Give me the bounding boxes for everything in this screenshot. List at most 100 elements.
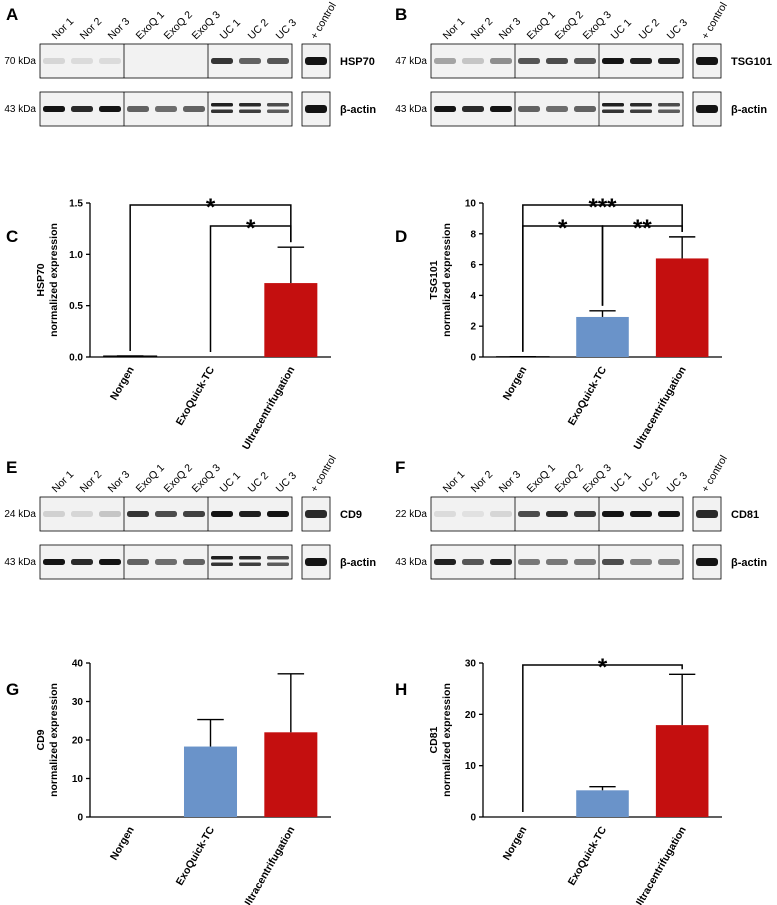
x-category-label: Norgen: [501, 365, 530, 403]
band: [658, 58, 680, 64]
band: [127, 559, 149, 565]
significance-label: **: [633, 215, 652, 242]
band: [434, 106, 456, 112]
band: [239, 109, 261, 113]
band: [211, 556, 233, 560]
x-category-label: Ultracentrifugation: [240, 365, 297, 452]
y-tick-label: 4: [470, 291, 476, 302]
y-tick-label: 20: [465, 710, 477, 721]
band: [602, 58, 624, 64]
lane-label: UC 2: [246, 17, 272, 43]
lane-label: ExoQ 3: [581, 462, 614, 495]
band: [546, 106, 568, 112]
kda-label: 43 kDa: [395, 557, 427, 568]
band: [518, 511, 540, 517]
control-lane-label: + control: [699, 0, 730, 41]
lane-label: ExoQ 3: [190, 9, 223, 42]
significance-label: ***: [588, 194, 617, 221]
lane-label: UC 1: [609, 17, 635, 43]
band: [518, 58, 540, 64]
band: [43, 511, 65, 517]
y-tick-label: 8: [470, 229, 476, 240]
band: [602, 559, 624, 565]
band: [630, 109, 652, 113]
band: [434, 58, 456, 64]
control-lane-label: + control: [699, 453, 730, 494]
kda-label: 43 kDa: [4, 104, 36, 115]
x-category-label: Ultracentrifugation: [631, 825, 688, 905]
lane-label: ExoQ 2: [162, 9, 195, 42]
protein-label: β-actin: [731, 557, 767, 569]
y-axis-label-line: TSG101: [428, 260, 440, 299]
lane-label: Nor 3: [497, 468, 524, 495]
band: [267, 511, 289, 517]
band: [462, 559, 484, 565]
y-axis-label: TSG101normalized expression: [428, 223, 453, 337]
kda-label: 24 kDa: [4, 509, 36, 520]
band: [211, 103, 233, 107]
kda-label: 43 kDa: [4, 557, 36, 568]
significance-label: *: [558, 215, 568, 242]
lane-label: ExoQ 1: [525, 9, 558, 42]
band: [602, 109, 624, 113]
band: [518, 106, 540, 112]
significance-bracket: [522, 664, 683, 812]
chart-panel-D: D 0 2 4 6 8 10 TSG101normalized expression Norge…: [395, 194, 722, 452]
band: [99, 511, 121, 517]
control-band: [696, 105, 718, 113]
band: [211, 58, 233, 64]
x-category-label: ExoQuick-TC: [174, 364, 218, 427]
band: [43, 58, 65, 64]
band: [602, 511, 624, 517]
band: [267, 103, 289, 107]
y-tick-label: 10: [465, 199, 477, 210]
y-axis-label-line: normalized expression: [441, 223, 453, 337]
x-category-label: ExoQuick-TC: [174, 824, 218, 887]
band: [658, 511, 680, 517]
band: [574, 106, 596, 112]
lane-label: Nor 3: [106, 468, 133, 495]
lane-label: UC 2: [637, 470, 663, 496]
lane-label: ExoQ 1: [134, 462, 167, 495]
y-axis-label-line: normalized expression: [48, 683, 60, 797]
control-lane-label: + control: [308, 453, 339, 494]
lane-label: UC 2: [246, 470, 272, 496]
band: [267, 556, 289, 560]
lane-label: UC 3: [665, 17, 691, 43]
band: [155, 559, 177, 565]
band: [239, 562, 261, 566]
y-tick-label: 40: [72, 659, 84, 670]
band: [490, 58, 512, 64]
lane-label: Nor 1: [50, 468, 77, 495]
protein-label: HSP70: [340, 56, 375, 68]
significance-bracket: [129, 204, 292, 351]
band: [183, 511, 205, 517]
lane-label: Nor 1: [441, 468, 468, 495]
band: [155, 511, 177, 517]
protein-label: β-actin: [340, 557, 376, 569]
band: [574, 58, 596, 64]
band: [99, 58, 121, 64]
chart-panel-G: G 0 10 20 30 40 CD9normalized expression Norgen…: [6, 659, 331, 905]
x-category-label: ExoQuick-TC: [566, 824, 610, 887]
protein-label: TSG101: [731, 56, 772, 68]
band: [462, 106, 484, 112]
band: [490, 106, 512, 112]
panel-label: H: [395, 680, 407, 699]
band: [630, 58, 652, 64]
lane-label: ExoQ 1: [525, 462, 558, 495]
band: [183, 559, 205, 565]
band: [267, 562, 289, 566]
x-category-label: Ultracentrifugation: [631, 365, 688, 452]
band: [239, 511, 261, 517]
panel-label: E: [6, 458, 17, 477]
y-tick-label: 10: [72, 774, 84, 785]
band: [434, 559, 456, 565]
control-band: [696, 57, 718, 65]
band: [658, 103, 680, 107]
significance-bracket: [601, 225, 683, 306]
lane-label: UC 1: [218, 17, 244, 43]
lane-label: ExoQ 2: [162, 462, 195, 495]
